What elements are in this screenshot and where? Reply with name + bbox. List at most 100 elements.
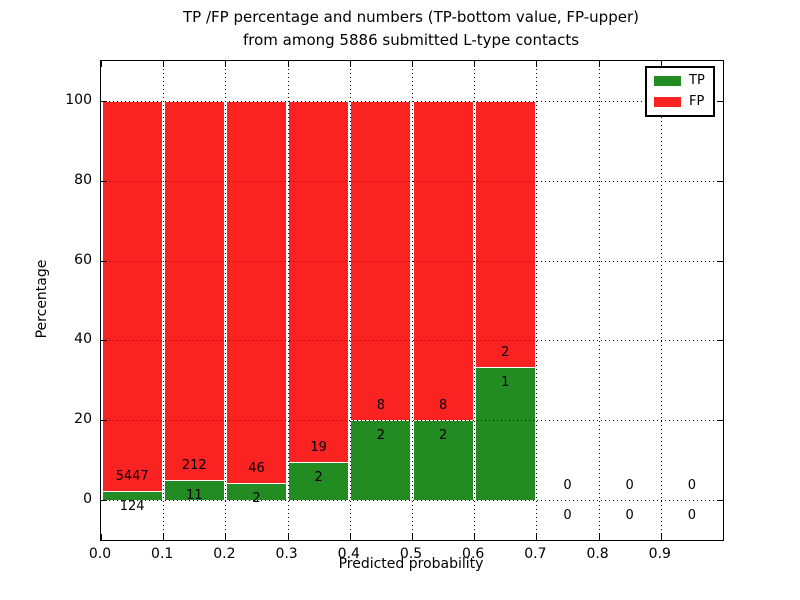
y-tick-left [101,500,107,502]
gridline-x-0.1 [163,61,165,540]
y-tick-left [101,180,107,182]
tp-legend-swatch [654,76,681,86]
bar-segment-tp-6 [475,367,535,501]
y-tick-right [717,100,723,102]
y-axis-label: Percentage [34,259,50,339]
x-axis-label: Predicted probability [338,556,484,572]
bar-segment-tp-3 [289,462,349,501]
y-tick-label-40: 40 [74,331,92,348]
fp-count-label-1: 212 [181,458,207,474]
y-tick-right [717,260,723,262]
gridline-x-0.9 [660,61,662,540]
bar-segment-fp-4 [351,100,411,421]
gridline-x-0.7 [536,61,538,540]
bar-segment-tp-2 [226,483,287,501]
x-tick-top [474,61,476,67]
bar-segment-fp-6 [475,100,535,368]
tp-count-label-6: 1 [501,374,510,390]
y-tick-label-20: 20 [74,411,92,428]
y-tick-label-80: 80 [74,171,92,188]
y-tick-left [101,420,107,422]
y-tick-label-60: 60 [74,251,92,268]
tp-count-label-2: 2 [252,491,261,506]
x-tick-bottom [474,534,476,540]
x-tick-top [349,61,351,67]
x-tick-bottom [225,534,227,540]
fp-count-label-9: 0 [687,477,697,493]
legend: TP FP [645,66,715,117]
x-tick-bottom [349,534,351,540]
x-tick-bottom [287,534,289,540]
legend-item-tp: TP [654,72,705,90]
x-tick-top [225,61,227,67]
gridline-x-0.6 [474,61,476,540]
tp-count-label-3: 2 [314,469,323,485]
tp-count-label-0: 124 [119,498,145,514]
chart-title: TP /FP percentage and numbers (TP-bottom… [100,6,722,52]
y-tick-right [717,420,723,422]
fp-count-label-6: 2 [501,344,510,360]
plot-area: 5447 124 212 11 46 2 19 2 8 2 8 2 2 1 0 0 0 0 0 0 [100,60,724,541]
legend-label-tp: TP [689,73,705,88]
bar-segment-tp-0 [102,491,162,501]
fp-count-label-7: 0 [563,477,572,493]
x-tick-top [412,61,413,67]
y-tick-right [717,500,723,502]
chart-title-line1: TP /FP percentage and numbers (TP-bottom… [183,8,639,26]
x-tick-label-0.1: 0.1 [151,546,174,562]
fp-count-label-0: 5447 [115,468,149,484]
fp-count-label-3: 19 [310,439,327,455]
x-tick-top [598,61,600,67]
bar-segment-fp-3 [289,100,349,463]
x-tick-bottom [660,534,662,540]
bar-segment-tp-1 [164,480,224,501]
tp-count-label-9: 0 [687,507,697,523]
x-tick-label-0.7: 0.7 [524,546,547,562]
x-tick-label-0.5: 0.5 [399,546,423,562]
bar-segment-fp-1 [164,100,224,481]
y-tick-right [717,340,723,342]
fp-count-label-8: 0 [625,477,634,493]
x-tick-top [163,61,165,67]
bar-segment-fp-0 [102,100,162,492]
y-tick-right [717,180,723,182]
tp-count-label-8: 0 [625,507,634,523]
y-tick-label-0: 0 [83,491,92,508]
x-tick-top [536,61,538,67]
y-tick-label-100: 100 [65,91,92,108]
y-tick-left [101,260,107,262]
x-tick-label-0.3: 0.3 [275,546,298,562]
tp-count-label-5: 2 [438,427,448,443]
x-tick-bottom [598,534,600,540]
x-tick-top [287,61,289,67]
x-tick-label-0.2: 0.2 [213,546,236,562]
chart-title-line2: from among 5886 submitted L-type contact… [242,31,580,49]
x-tick-label-0.0: 0.0 [88,546,112,562]
x-tick-label-0.4: 0.4 [337,546,360,562]
gridline-x-0.5 [412,61,413,540]
x-tick-top [101,61,102,67]
tp-count-label-1: 11 [186,487,203,503]
x-tick-bottom [412,534,413,540]
x-tick-label-0.8: 0.8 [586,546,609,562]
x-tick-bottom [163,534,165,540]
x-tick-bottom [101,534,102,540]
bar-segment-tp-5 [413,420,473,501]
tp-count-label-7: 0 [563,507,572,523]
y-tick-left [101,100,107,102]
y-tick-left [101,340,107,342]
fp-legend-swatch [654,97,681,107]
legend-item-fp: FP [654,93,705,111]
gridline-x-0.8 [598,61,600,540]
legend-label-fp: FP [689,94,705,109]
gridline-x-0.3 [287,61,289,540]
bar-segment-fp-5 [413,100,473,421]
x-tick-top [660,61,662,67]
bar-segment-fp-2 [226,100,287,484]
x-tick-label-0.9: 0.9 [648,546,671,562]
tp-count-label-4: 2 [376,427,386,443]
fp-count-label-2: 46 [248,461,265,477]
x-tick-bottom [536,534,538,540]
fp-count-label-4: 8 [376,397,386,413]
